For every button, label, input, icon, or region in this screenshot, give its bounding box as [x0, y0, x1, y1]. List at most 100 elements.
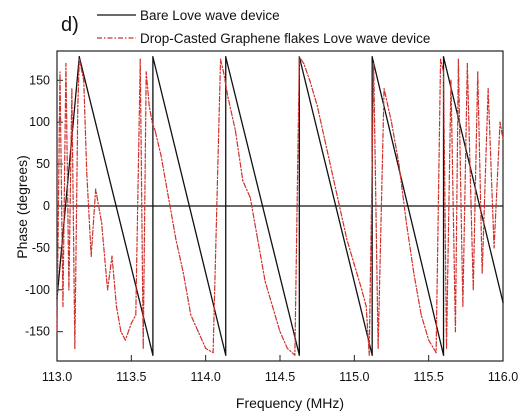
x-tick-label: 113.5	[116, 370, 146, 384]
series-1-point	[477, 71, 479, 73]
series-1-point	[111, 255, 113, 257]
series-1-point	[499, 121, 501, 123]
series-1-point	[56, 331, 58, 333]
series-1-point	[309, 79, 311, 81]
y-tick-label: 50	[36, 157, 50, 171]
series-1-point	[175, 238, 177, 241]
series-0-point	[371, 354, 373, 356]
series-1-point	[139, 58, 141, 60]
y-axis-label: Phase (degrees)	[14, 155, 30, 259]
series-1-point	[271, 305, 274, 308]
series-1-point	[190, 314, 192, 316]
x-tick-label: 114.5	[265, 370, 295, 384]
series-1-point	[106, 289, 109, 291]
series-1-point	[83, 79, 85, 81]
series-0-point	[442, 354, 445, 356]
series-line-1	[56, 56, 504, 356]
series-0-point	[152, 56, 154, 58]
series-0-point	[442, 56, 445, 58]
series-1-point	[62, 305, 64, 308]
series-1-point	[65, 62, 67, 65]
series-1-point	[148, 104, 150, 107]
series-1-point	[222, 71, 225, 73]
series-1-point	[142, 347, 144, 350]
series-1-point	[368, 354, 370, 356]
series-1-point	[120, 331, 122, 333]
series-1-point	[405, 222, 407, 224]
series-1-point	[390, 121, 393, 123]
series-0-point	[225, 56, 227, 58]
series-1-point	[346, 238, 348, 241]
series-1-point	[71, 88, 73, 90]
series-1-point	[462, 305, 464, 308]
series-1-point	[466, 62, 468, 65]
series-1-point	[331, 171, 333, 174]
x-axis-label: Frequency (MHz)	[236, 395, 344, 411]
series-1-point	[294, 354, 296, 356]
y-tick-label: -50	[32, 241, 50, 255]
series-1-point	[445, 347, 448, 350]
series-1-point	[481, 272, 483, 274]
series-0-point	[371, 56, 373, 58]
series-1-point	[151, 121, 153, 123]
series-1-point	[457, 58, 459, 60]
series-0-point	[78, 56, 81, 58]
series-1-point	[135, 314, 137, 316]
series-0-point	[298, 354, 301, 356]
series-0-point	[502, 301, 504, 304]
series-1-point	[74, 347, 76, 350]
y-tick-label: 0	[43, 199, 50, 213]
y-tick-label: -100	[25, 283, 50, 297]
series-1-point	[420, 314, 422, 316]
series-1-point	[439, 58, 442, 60]
series-1-point	[487, 88, 489, 90]
series-1-point	[249, 197, 251, 199]
series-1-point	[338, 205, 341, 207]
series-1-point	[115, 305, 118, 308]
panel-label: d)	[61, 14, 79, 36]
series-1-point	[324, 138, 326, 140]
x-tick-label: 116.0	[488, 370, 518, 384]
y-tick-label: 100	[29, 115, 50, 129]
series-1-point	[130, 322, 132, 324]
series-1-point	[257, 238, 259, 241]
series-1-point	[286, 347, 289, 350]
series-1-point	[227, 96, 229, 98]
y-tick-label: -150	[25, 325, 50, 339]
series-1-point	[383, 88, 385, 90]
legend: Bare Love wave device Drop-Casted Graphe…	[97, 8, 430, 46]
series-1-point	[264, 280, 266, 283]
x-tick-label: 115.5	[413, 370, 443, 384]
series-1-point	[77, 104, 79, 107]
series-1-point	[279, 331, 281, 333]
series-1-point	[197, 331, 199, 333]
series-1-point	[234, 129, 236, 132]
x-tick-label: 115.0	[339, 370, 369, 384]
series-1-point	[101, 222, 103, 224]
legend-label-drop-casted-graphene: Drop-Casted Graphene flakes Love wave de…	[140, 31, 430, 46]
series-1-point	[377, 347, 379, 350]
series-1-point	[242, 180, 244, 182]
series-1-point	[59, 71, 61, 73]
series-1-point	[205, 347, 207, 350]
series-1-point	[365, 305, 367, 308]
series-1-point	[450, 79, 452, 81]
series-1-point	[86, 171, 88, 174]
series-1-point	[493, 247, 495, 249]
series-1-point	[160, 155, 162, 157]
series-1-point	[373, 62, 375, 65]
series-1-point	[95, 188, 97, 190]
legend-label-bare-love-wave-device: Bare Love wave device	[140, 8, 280, 23]
series-1-point	[428, 339, 430, 341]
series-1-point	[502, 138, 504, 140]
series-1-point	[413, 272, 415, 274]
series-1-point	[353, 264, 355, 266]
series-1-point	[472, 289, 474, 291]
series-1-point	[78, 58, 80, 60]
series-0-point	[225, 354, 227, 356]
plot-layer: 113.0 113.5 114.0 114.5 115.0 115.5 116.0 150 10…	[25, 50, 518, 384]
series-1-point	[316, 104, 318, 107]
series-1-point	[167, 197, 170, 199]
series-1-point	[442, 71, 445, 73]
x-tick-label: 114.0	[190, 370, 220, 384]
